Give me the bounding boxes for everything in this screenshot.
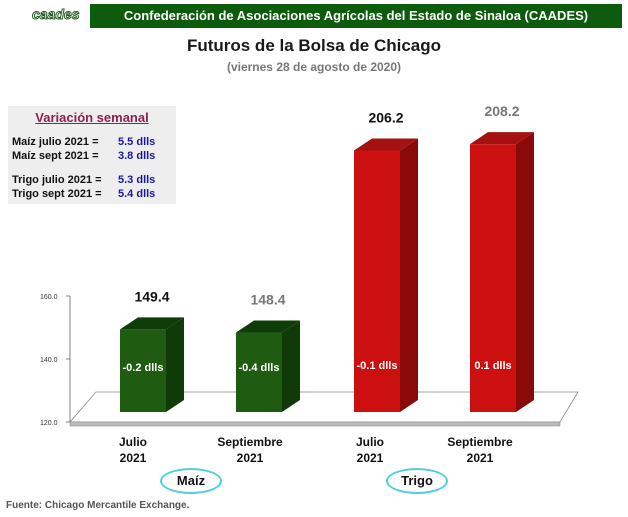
chart-floor-edge <box>69 421 561 427</box>
bar-side-face <box>166 317 184 412</box>
bar <box>236 332 282 412</box>
bar-change-label: 0.1 dlls <box>474 360 511 372</box>
bar-top-face <box>470 132 534 145</box>
category-year-label: 2021 <box>120 451 147 465</box>
group-label-maiz: Maíz <box>160 468 222 494</box>
variation-label: Maíz sept 2021 = <box>12 150 99 162</box>
bar-top-face <box>236 320 300 333</box>
variation-label: Trigo julio 2021 = <box>12 174 102 186</box>
weekly-variation-box: Variación semanal Maíz julio 2021 = 5.5 … <box>8 106 176 204</box>
bar-value-label: 149.4 <box>134 288 169 304</box>
y-tick-label: 160.0 <box>40 294 58 301</box>
bar-side-face <box>282 320 300 412</box>
category-year-label: 2021 <box>357 451 384 465</box>
bar <box>470 144 516 413</box>
variation-label: Maíz julio 2021 = <box>12 136 99 148</box>
bar-value-label: 148.4 <box>250 292 285 308</box>
header-green-band: Confederación de Asociaciones Agrícolas … <box>90 4 622 28</box>
bar-change-label: -0.4 dlls <box>239 362 280 374</box>
bar-side-face <box>400 138 418 412</box>
bar-value-label: 208.2 <box>484 103 519 119</box>
category-label: Septiembre <box>217 435 283 449</box>
group-label-trigo: Trigo <box>386 468 448 494</box>
variation-row-maiz-sept: Maíz sept 2021 = 3.8 dlls <box>12 150 155 162</box>
bar-change-label: -0.2 dlls <box>123 362 164 374</box>
bar-change-label: -0.1 dlls <box>357 360 398 372</box>
bar-top-face <box>120 317 184 330</box>
category-label: Julio <box>356 435 384 449</box>
chart-title: Futuros de la Bolsa de Chicago <box>186 36 442 55</box>
organization-name: Confederación de Asociaciones Agrícolas … <box>123 8 589 23</box>
y-tick-label: 120.0 <box>40 420 58 427</box>
variation-label: Trigo sept 2021 = <box>12 188 102 200</box>
bar-side-face <box>516 132 534 413</box>
variation-value: 5.4 dlls <box>118 188 156 200</box>
category-label: Julio <box>119 435 147 449</box>
logo-text: caades <box>31 6 80 23</box>
source-footnote: Fuente: Chicago Mercantile Exchange. <box>6 500 190 511</box>
chart-subtitle: (viernes 28 de agosto de 2020) <box>226 60 402 74</box>
bar <box>354 150 400 412</box>
y-tick-label: 140.0 <box>40 357 58 364</box>
weekly-variation-title: Variación semanal <box>35 110 149 125</box>
caades-logo: caades <box>6 4 90 28</box>
bar-top-face <box>354 138 418 151</box>
bar <box>120 329 166 412</box>
variation-value: 5.3 dlls <box>118 174 156 186</box>
category-year-label: 2021 <box>237 451 264 465</box>
category-year-label: 2021 <box>467 451 494 465</box>
header-bar: caades Confederación de Asociaciones Agr… <box>6 4 622 28</box>
category-label: Septiembre <box>447 435 513 449</box>
variation-row-trigo-julio: Trigo julio 2021 = 5.3 dlls <box>12 174 155 186</box>
bar-value-label: 206.2 <box>368 109 403 125</box>
variation-row-maiz-julio: Maíz julio 2021 = 5.5 dlls <box>12 136 155 148</box>
variation-value: 5.5 dlls <box>118 136 156 148</box>
variation-value: 3.8 dlls <box>118 150 156 162</box>
variation-row-trigo-sept: Trigo sept 2021 = 5.4 dlls <box>12 188 155 200</box>
